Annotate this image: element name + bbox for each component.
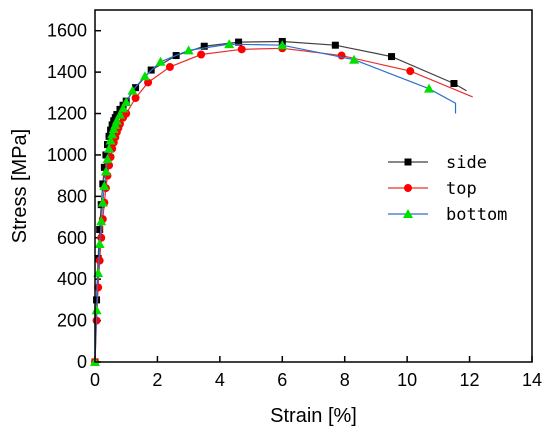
legend: side top bottom xyxy=(388,153,507,225)
side-point xyxy=(108,121,116,129)
x-tick-label: 6 xyxy=(277,370,287,390)
top-point xyxy=(237,45,246,54)
bottom-point xyxy=(94,238,105,248)
x-tick-label: 2 xyxy=(152,370,162,390)
series-side xyxy=(91,37,467,366)
top-point xyxy=(131,94,140,102)
x-tick-label: 14 xyxy=(522,370,542,390)
bottom-point xyxy=(102,154,113,164)
bottom-point xyxy=(183,45,194,55)
bottom-point xyxy=(139,71,150,81)
top-point xyxy=(165,62,174,71)
y-tick-label: 0 xyxy=(77,352,87,372)
bottom-point xyxy=(224,39,235,49)
legend-item-bottom: bottom xyxy=(388,205,507,225)
side-point xyxy=(450,80,458,88)
side-point xyxy=(331,41,339,49)
top-point xyxy=(144,78,153,87)
side-point xyxy=(200,42,208,50)
legend-marker xyxy=(403,209,413,218)
top-point xyxy=(94,283,103,292)
y-tick-label: 400 xyxy=(57,269,87,289)
side-point xyxy=(235,38,243,46)
side-point xyxy=(113,111,121,119)
bottom-point xyxy=(96,216,107,226)
y-tick-label: 1600 xyxy=(47,21,87,41)
bottom-point xyxy=(349,54,360,64)
legend-marker xyxy=(404,158,412,166)
bottom-point xyxy=(114,109,125,119)
legend-label: top xyxy=(446,179,477,199)
legend-label: bottom xyxy=(446,205,507,225)
bottom-point xyxy=(118,103,129,113)
side-point xyxy=(388,53,396,61)
bottom-point xyxy=(100,166,111,176)
bottom-line xyxy=(94,43,457,363)
top-point xyxy=(406,67,415,76)
series-layer xyxy=(90,37,473,366)
top-point xyxy=(97,233,106,242)
bottom-point xyxy=(121,97,132,107)
y-tick-label: 1000 xyxy=(47,145,87,165)
bottom-point xyxy=(99,181,110,190)
x-axis-title: Strain [%] xyxy=(270,405,357,427)
x-tick-label: 8 xyxy=(340,370,350,390)
side-point xyxy=(100,163,108,171)
bottom-point xyxy=(277,40,288,50)
series-bottom xyxy=(90,39,457,366)
x-tick-label: 12 xyxy=(460,370,480,390)
side-line xyxy=(94,40,467,363)
y-axis-title: Stress [MPa] xyxy=(9,129,31,243)
legend-marker xyxy=(404,184,412,192)
y-tick-label: 1400 xyxy=(47,62,87,82)
x-tick-label: 10 xyxy=(397,370,417,390)
side-point xyxy=(103,141,111,149)
legend-label: side xyxy=(446,153,487,173)
side-point xyxy=(102,151,110,159)
top-line xyxy=(94,47,473,363)
bottom-point xyxy=(111,115,122,125)
bottom-point xyxy=(105,135,116,145)
y-tick-label: 800 xyxy=(57,186,87,206)
y-tick-label: 600 xyxy=(57,228,87,248)
x-tick-label: 4 xyxy=(215,370,225,390)
top-point xyxy=(95,256,104,265)
bottom-point xyxy=(107,129,118,139)
legend-item-top: top xyxy=(388,179,477,199)
bottom-point xyxy=(97,197,108,207)
tick-label-layer: 0 2 4 6 8 10 12 14 0 200 400 600 800 1000 1200 1400 1600 xyxy=(47,21,542,390)
side-point xyxy=(96,225,104,233)
tick-layer xyxy=(94,29,533,363)
y-tick-label: 200 xyxy=(57,311,87,331)
legend-item-side: side xyxy=(388,153,487,173)
bottom-point xyxy=(104,143,115,153)
top-point xyxy=(197,50,206,59)
top-point xyxy=(337,51,346,60)
bottom-point xyxy=(91,305,102,315)
bottom-point xyxy=(127,85,138,95)
plot-frame xyxy=(94,9,533,363)
bottom-point xyxy=(423,83,434,93)
y-tick-label: 1200 xyxy=(47,104,87,124)
series-top xyxy=(91,44,473,366)
bottom-point xyxy=(155,56,166,66)
x-tick-label: 0 xyxy=(90,370,100,390)
